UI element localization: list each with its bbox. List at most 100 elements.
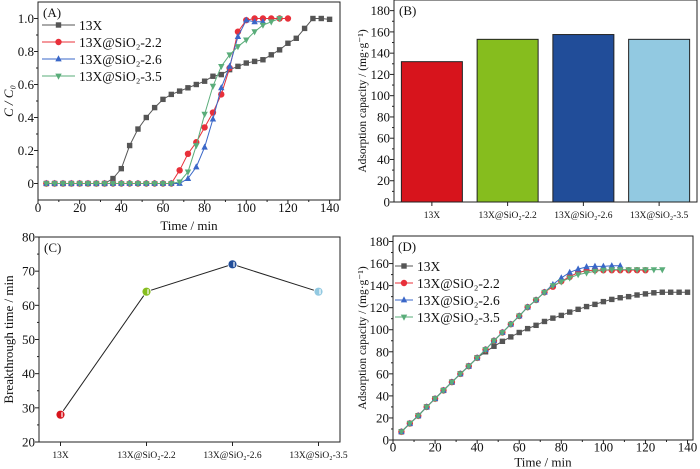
data-point bbox=[650, 267, 658, 274]
data-point bbox=[184, 169, 192, 176]
x-tick-label: 13X@SiO₂-3.5 bbox=[630, 211, 688, 221]
legend-label: 13X@SiO₂-2.6 bbox=[79, 52, 162, 67]
y-tick-label: 20 bbox=[376, 410, 389, 425]
legend-marker bbox=[400, 296, 408, 303]
data-point bbox=[43, 181, 50, 188]
y-tick-label: 120 bbox=[371, 67, 391, 82]
x-tick-label: 80 bbox=[555, 440, 568, 455]
y-tick-label: 180 bbox=[370, 234, 390, 249]
data-point bbox=[101, 181, 108, 188]
data-point bbox=[549, 283, 557, 290]
panel-label: (B) bbox=[399, 3, 416, 18]
data-point bbox=[558, 274, 565, 281]
data-point bbox=[574, 272, 582, 279]
data-point bbox=[176, 179, 183, 186]
data-point bbox=[659, 289, 665, 295]
data-point bbox=[524, 304, 531, 311]
data-point bbox=[465, 363, 472, 370]
data-point bbox=[499, 338, 506, 345]
legend-marker bbox=[55, 22, 62, 28]
data-point bbox=[126, 181, 133, 188]
data-point bbox=[591, 268, 599, 275]
y-tick-label: 100 bbox=[370, 322, 390, 337]
series-3 bbox=[43, 16, 283, 188]
data-point-0 bbox=[55, 409, 66, 420]
y-tick-label: 0.2 bbox=[18, 143, 34, 158]
y-tick-label: 140 bbox=[371, 46, 391, 61]
data-point bbox=[235, 63, 241, 70]
y-tick-label: 0.8 bbox=[18, 44, 34, 59]
data-point bbox=[285, 40, 291, 46]
data-point bbox=[135, 126, 141, 132]
legend-label: 13X@SiO₂-3.5 bbox=[79, 69, 162, 84]
y-tick-label: 80 bbox=[376, 344, 389, 359]
data-point bbox=[110, 175, 116, 182]
data-point bbox=[184, 174, 192, 181]
data-point bbox=[608, 267, 615, 274]
data-point bbox=[268, 52, 274, 58]
x-tick-label: 120 bbox=[278, 200, 298, 215]
x-tick-label: 60 bbox=[513, 440, 526, 455]
y-tick-label: 100 bbox=[371, 88, 391, 103]
data-point bbox=[448, 379, 456, 386]
data-point bbox=[201, 111, 208, 118]
y-tick-label: 60 bbox=[377, 131, 390, 146]
x-tick-label: 13X bbox=[52, 451, 69, 461]
data-point bbox=[310, 15, 316, 22]
data-point bbox=[193, 143, 200, 150]
data-point bbox=[59, 181, 67, 188]
legend-label: 13X bbox=[417, 259, 441, 274]
x-tick-label: 140 bbox=[678, 440, 698, 455]
x-axis-label: Time / min bbox=[514, 455, 572, 469]
bar-2 bbox=[552, 34, 615, 203]
series-3 bbox=[398, 267, 666, 436]
y-tick-label: 70 bbox=[22, 264, 35, 279]
legend: 13X 13X@SiO₂-2.2 13X@SiO₂-2.6 13X@SiO₂-3.5 bbox=[42, 18, 162, 84]
data-point bbox=[251, 58, 258, 65]
y-tick-label: 0.4 bbox=[18, 110, 35, 125]
data-point bbox=[176, 167, 183, 174]
data-point bbox=[566, 275, 573, 282]
data-point bbox=[508, 334, 514, 340]
data-point bbox=[423, 404, 430, 411]
data-point bbox=[642, 267, 649, 274]
data-point bbox=[507, 321, 515, 328]
x-tick-label: 13X@SiO₂-2.6 bbox=[203, 451, 261, 461]
data-point bbox=[259, 18, 267, 25]
data-point bbox=[533, 322, 539, 329]
data-point bbox=[134, 181, 142, 188]
data-point bbox=[558, 312, 565, 319]
data-point bbox=[516, 329, 522, 336]
plot-frame bbox=[38, 236, 341, 443]
legend-marker bbox=[401, 263, 407, 269]
bar-3 bbox=[628, 38, 691, 203]
data-point bbox=[567, 309, 573, 315]
data-point bbox=[151, 104, 158, 111]
data-point bbox=[600, 298, 607, 305]
data-point bbox=[151, 181, 158, 188]
data-point-2 bbox=[227, 259, 238, 270]
data-point bbox=[243, 60, 249, 66]
data-point bbox=[491, 343, 497, 349]
data-point bbox=[268, 19, 275, 26]
data-point bbox=[226, 52, 233, 59]
legend-label: 13X@SiO₂-2.2 bbox=[417, 276, 500, 291]
data-point bbox=[176, 88, 183, 94]
y-axis-label: Breakthrough time / min bbox=[1, 275, 16, 404]
data-point bbox=[260, 57, 266, 63]
data-point bbox=[574, 265, 582, 272]
data-point bbox=[583, 263, 590, 270]
data-point bbox=[168, 181, 175, 188]
data-point bbox=[440, 387, 447, 395]
y-tick-label: 50 bbox=[22, 332, 35, 347]
bar-0 bbox=[400, 61, 463, 203]
plot-frame bbox=[393, 0, 698, 203]
data-point bbox=[168, 91, 174, 98]
legend-label: 13X@SiO₂-3.5 bbox=[417, 310, 500, 325]
data-point bbox=[51, 181, 58, 188]
y-tick-label: 160 bbox=[371, 24, 391, 39]
data-point bbox=[524, 325, 531, 332]
